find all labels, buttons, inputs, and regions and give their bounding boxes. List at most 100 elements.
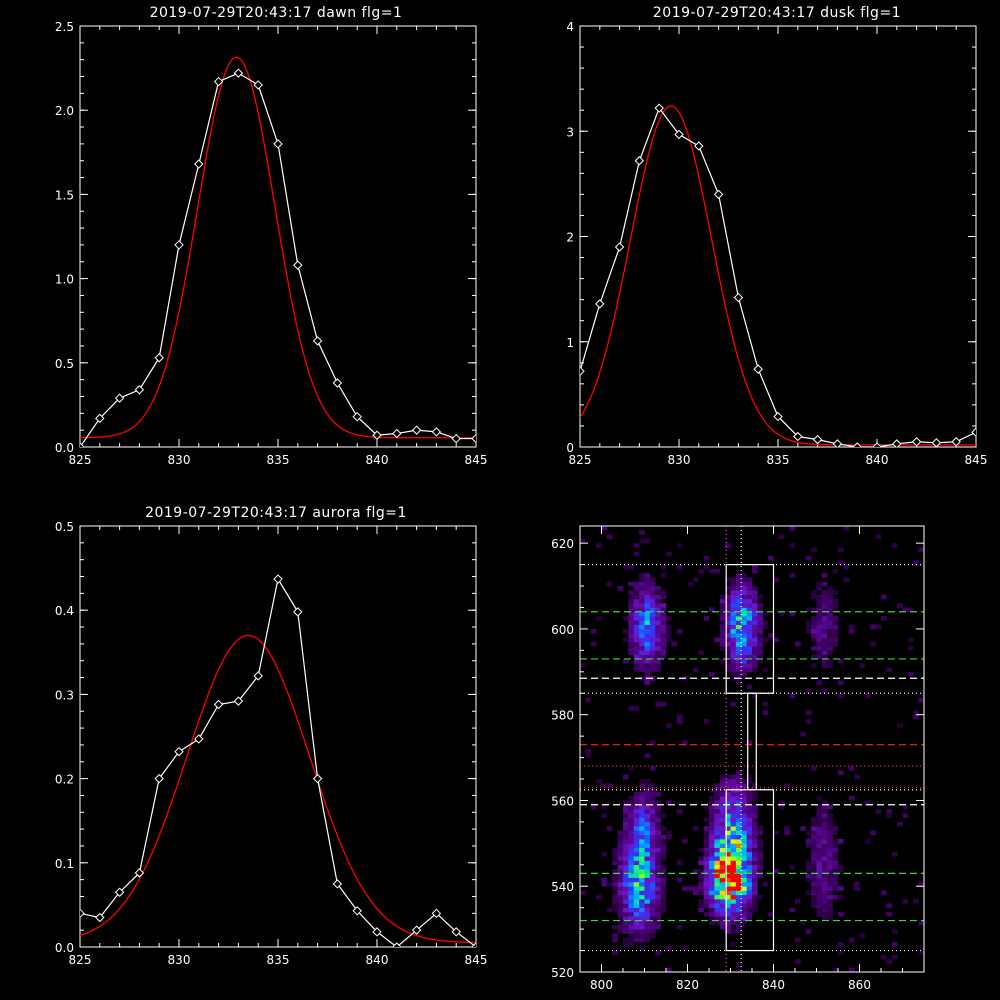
spectrogram-pixel: [816, 611, 823, 617]
spectrogram-pixel: [752, 646, 758, 651]
spectrogram-pixel: [644, 783, 651, 788]
spectrogram-pixel: [816, 847, 823, 853]
spectrogram-pixel: [719, 869, 726, 874]
spectrogram-pixel: [703, 864, 710, 870]
spectrogram-pixel: [628, 564, 635, 570]
spectrogram-pixel: [746, 658, 753, 664]
spectrogram-pixel: [644, 646, 651, 651]
spectrogram-pixel: [714, 881, 721, 887]
spectrogram-pixel: [730, 813, 737, 818]
spectrogram-pixel: [757, 633, 764, 638]
spectrogram-pixel: [832, 856, 839, 861]
spectrogram-pixel: [870, 830, 876, 836]
spectrogram-pixel: [838, 864, 844, 870]
spectrogram-pixel: [725, 830, 731, 836]
spectrogram-pixel: [811, 899, 817, 904]
spectrogram-pixel: [649, 916, 656, 921]
aurora-y-tick-label: 0.1: [55, 857, 74, 871]
aurora-data-point: [95, 912, 105, 923]
spectrogram-pixel: [649, 658, 656, 664]
spectrogram-pixel: [628, 821, 635, 827]
spectrogram-pixel: [596, 616, 602, 621]
spectrogram-pixel: [827, 903, 833, 908]
spectrogram-pixel: [639, 603, 645, 608]
spectrogram-pixel: [655, 869, 661, 874]
spectrogram-pixel: [827, 586, 833, 591]
spectrogram-pixel: [639, 650, 645, 655]
spectrogram-pixel: [639, 830, 645, 836]
spectrogram-y-tick-label: 580: [551, 709, 574, 723]
spectrogram-pixel: [741, 779, 747, 784]
spectrogram-pixel: [752, 856, 758, 861]
spectrogram-pixel: [655, 826, 661, 831]
spectrogram-pixel: [655, 813, 661, 818]
dawn-data-point: [332, 378, 343, 388]
spectrogram-pixel: [655, 628, 661, 634]
spectrogram-pixel: [644, 641, 651, 647]
spectrogram-pixel: [832, 864, 839, 870]
spectrogram-pixel: [633, 586, 640, 591]
spectrogram-pixel: [655, 911, 661, 917]
spectrogram-pixel: [725, 839, 731, 844]
spectrogram-pixel: [816, 869, 823, 874]
spectrogram-pixel: [762, 667, 769, 673]
dawn-data-point: [194, 159, 204, 169]
spectrogram-pixel: [644, 796, 651, 801]
spectrogram-pixel: [655, 834, 661, 840]
spectrogram-pixel: [805, 830, 812, 836]
spectrogram-pixel: [633, 650, 640, 655]
spectrogram-pixel: [628, 706, 635, 711]
spectrogram-pixel: [752, 611, 758, 617]
spectrogram-pixel: [719, 843, 726, 848]
spectrogram-pixel: [735, 680, 742, 685]
spectrogram-pixel: [725, 637, 731, 643]
spectrogram-box: [747, 692, 757, 791]
spectrogram-pixel: [725, 834, 731, 840]
dusk-y-tick-label: 2: [566, 231, 574, 245]
spectrogram-pixel: [746, 796, 753, 801]
spectrogram-pixel: [628, 903, 635, 908]
spectrogram-pixel: [649, 903, 656, 908]
spectrogram-pixel: [805, 843, 812, 848]
spectrogram-pixel: [752, 834, 758, 840]
spectrogram-pixel: [612, 937, 618, 943]
spectrogram-pixel: [827, 839, 833, 844]
spectrogram-pixel: [821, 594, 828, 600]
spectrogram-pixel: [655, 667, 661, 673]
spectrogram-pixel: [821, 830, 828, 836]
spectrogram-pixel: [719, 637, 726, 643]
dawn-data-point: [95, 413, 105, 424]
spectrogram-pixel: [687, 886, 694, 891]
spectrogram-pixel: [666, 624, 672, 630]
spectrogram-pixel: [902, 607, 909, 613]
spectrogram-pixel: [746, 877, 753, 883]
spectrogram-pixel: [709, 821, 715, 827]
spectrogram-pixel: [735, 667, 742, 673]
spectrogram-pixel: [649, 920, 656, 926]
spectrogram-pixel: [827, 890, 833, 896]
spectrogram-pixel: [649, 804, 656, 810]
spectrogram-pixel: [580, 663, 586, 668]
spectrogram-pixel: [730, 598, 737, 604]
spectrogram-pixel: [703, 817, 710, 823]
spectrogram-pixel: [617, 894, 624, 900]
spectrogram-pixel: [633, 598, 640, 604]
spectrogram-pixel: [633, 603, 640, 608]
spectrogram-pixel: [655, 641, 661, 647]
spectrogram-pixel: [827, 616, 833, 621]
spectrogram-pixel: [703, 839, 710, 844]
spectrogram-pixel: [746, 873, 753, 878]
spectrogram-pixel: [709, 911, 715, 917]
spectrogram-pixel: [639, 860, 645, 866]
dawn-data-point: [411, 425, 422, 435]
spectrogram-pixel: [725, 774, 731, 780]
spectrogram-pixel: [617, 929, 624, 934]
aurora-y-tick-label: 0.2: [55, 773, 74, 787]
spectrogram-pixel: [639, 620, 645, 625]
spectrogram-pixel: [757, 628, 764, 634]
spectrogram-pixel: [639, 916, 645, 921]
spectrogram-pixel: [644, 633, 651, 638]
spectrogram-pixel: [612, 869, 618, 874]
dusk-plot-area: [580, 103, 976, 447]
spectrogram-pixel: [649, 817, 656, 823]
